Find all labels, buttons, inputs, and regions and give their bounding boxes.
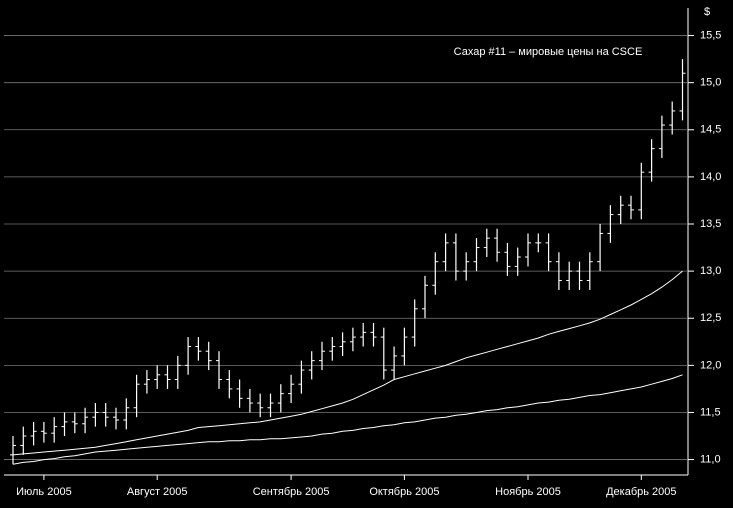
y-tick-label: 11,0 <box>700 453 721 465</box>
x-tick-label: Август 2005 <box>127 486 188 498</box>
y-axis-label: $ <box>704 6 710 18</box>
y-tick-label: 11,5 <box>700 406 721 418</box>
x-tick-label: Ноябрь 2005 <box>495 486 561 498</box>
y-tick-label: 14,0 <box>700 171 721 183</box>
chart-title: Сахар #11 – мировые цены на CSCE <box>454 46 643 58</box>
moving-average <box>12 374 683 465</box>
x-tick-label: Июль 2005 <box>16 486 72 498</box>
y-tick-label: 13,0 <box>700 265 721 277</box>
moving-average <box>12 270 683 456</box>
y-tick-label: 12,5 <box>700 312 721 324</box>
y-tick-label: 15,5 <box>700 29 721 41</box>
y-tick-label: 15,0 <box>700 77 721 89</box>
x-tick-label: Декабрь 2005 <box>606 486 676 498</box>
x-tick-label: Октябрь 2005 <box>369 486 439 498</box>
y-tick-label: 12,0 <box>700 359 721 371</box>
y-tick-label: 14,5 <box>700 124 721 136</box>
x-tick-label: Сентябрь 2005 <box>253 486 330 498</box>
y-tick-label: 13,5 <box>700 218 721 230</box>
